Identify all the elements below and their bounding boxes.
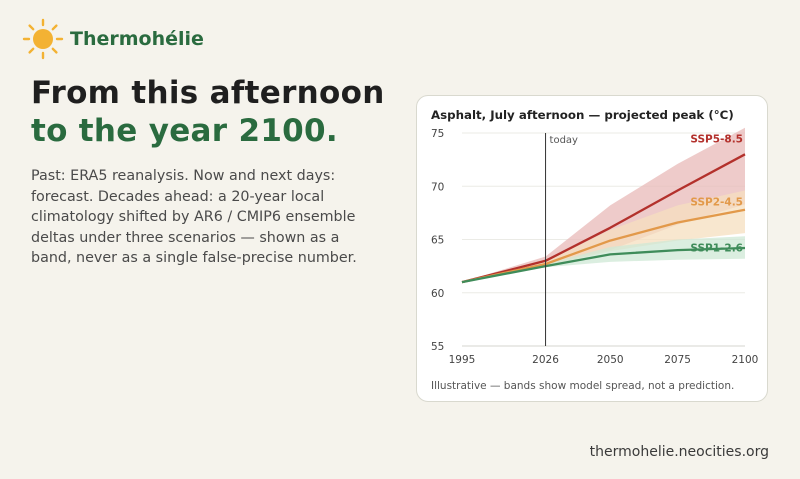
- chart-caption: Illustrative — bands show model spread, …: [431, 380, 734, 392]
- site-url: thermohelie.neocities.org: [589, 444, 769, 460]
- line-ssp5-8-5: [461, 153, 746, 284]
- description: Past: ERA5 reanalysis. Now and next days…: [31, 168, 357, 267]
- headline-line-2: to the year 2100.: [31, 113, 339, 149]
- brand-name: Thermohélie: [70, 28, 204, 50]
- chart-card: Asphalt, July afternoon — projected peak…: [416, 95, 768, 402]
- band-ssp2-4-5: [462, 190, 745, 283]
- sun-icon: [22, 18, 64, 60]
- band-ssp5-8-5: [462, 127, 745, 283]
- x-tick-label: 2026: [532, 354, 559, 366]
- headline-line-1: From this afternoon: [31, 75, 385, 111]
- series-label: SSP1-2.6: [690, 242, 743, 254]
- x-tick-label: 1995: [449, 354, 476, 366]
- chart-title: Asphalt, July afternoon — projected peak…: [431, 108, 734, 122]
- line-ssp2-4-5: [461, 208, 746, 284]
- y-tick-label: 70: [431, 181, 444, 193]
- brand-header: Thermohélie: [22, 18, 204, 60]
- line-ssp1-2-6: [461, 246, 746, 284]
- x-tick-label: 2075: [664, 354, 691, 366]
- series-label: SSP2-4.5: [690, 197, 743, 209]
- y-tick-label: 65: [431, 235, 444, 247]
- y-tick-label: 60: [431, 288, 444, 300]
- band-ssp1-2-6: [462, 236, 745, 283]
- x-tick-label: 2050: [597, 354, 624, 366]
- x-tick-label: 2100: [732, 354, 759, 366]
- y-tick-label: 75: [431, 128, 444, 140]
- projection-chart: Asphalt, July afternoon — projected peak…: [431, 108, 759, 392]
- y-tick-label: 55: [431, 341, 444, 353]
- today-marker-label: today: [550, 135, 579, 146]
- headline: From this afternoon to the year 2100.: [31, 74, 385, 150]
- series-label: SSP5-8.5: [690, 134, 743, 146]
